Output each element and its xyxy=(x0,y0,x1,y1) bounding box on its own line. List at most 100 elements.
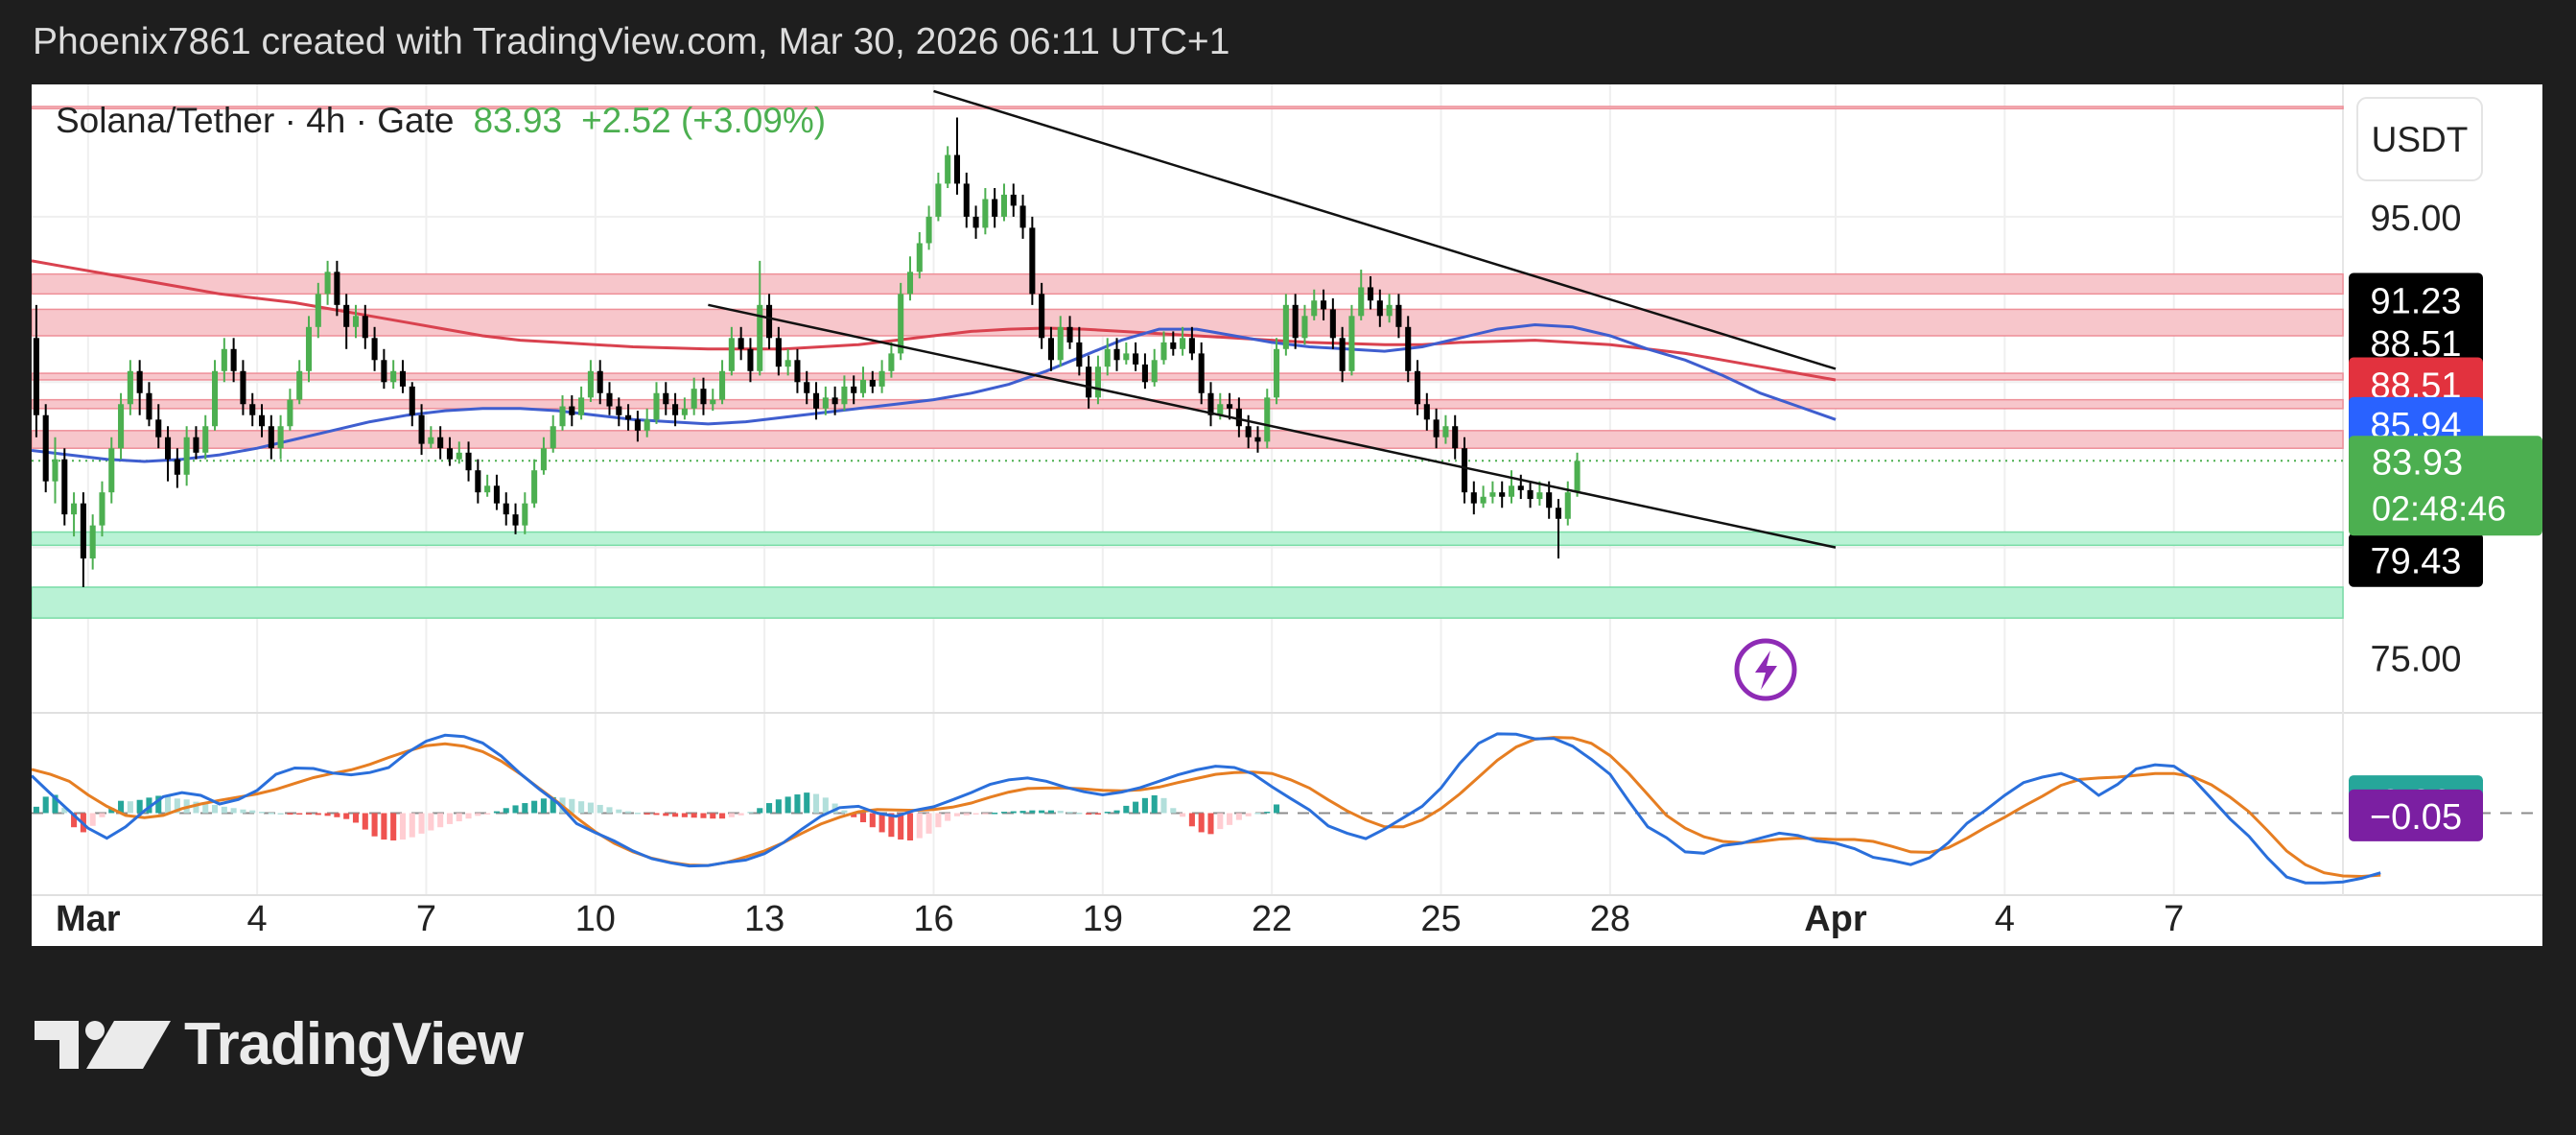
tradingview-wordmark: TradingView xyxy=(184,1010,524,1077)
candle-body xyxy=(296,370,303,400)
candle xyxy=(352,304,360,339)
candle xyxy=(747,338,754,383)
macd-pane xyxy=(32,732,2542,885)
currency-box[interactable]: USDT xyxy=(2356,97,2483,181)
symbol-label: Solana/Tether · 4h · Gate xyxy=(56,101,454,140)
countdown-text: 02:48:46 xyxy=(2372,488,2506,528)
macd-histogram-bar xyxy=(61,807,68,814)
candle-body xyxy=(512,514,519,526)
candle-body xyxy=(1113,348,1120,361)
macd-histogram-bar xyxy=(569,798,575,814)
candle xyxy=(1170,331,1177,356)
macd-histogram-bar xyxy=(719,813,726,819)
candle xyxy=(193,426,199,460)
replay-icon[interactable] xyxy=(1734,638,1797,701)
candle xyxy=(1227,392,1233,420)
macd-histogram-bar xyxy=(1113,810,1120,814)
candle-body xyxy=(1405,326,1412,371)
candle xyxy=(183,426,190,486)
candle-body xyxy=(822,397,829,409)
current-price-label[interactable]: 83.93 02:48:46 xyxy=(2349,436,2542,536)
candle-body xyxy=(982,199,989,228)
macd-histogram-bar xyxy=(390,813,397,840)
candle xyxy=(465,441,472,482)
candle xyxy=(1094,355,1101,405)
candle xyxy=(127,360,133,415)
candle xyxy=(315,282,321,339)
candle-body xyxy=(841,386,848,405)
channel-lower-line[interactable] xyxy=(708,303,1837,549)
candle xyxy=(719,360,726,405)
candle-body xyxy=(42,414,49,482)
currency-label: USDT xyxy=(2372,120,2469,159)
macd-value-label-box xyxy=(2349,789,2483,841)
candle xyxy=(935,172,942,222)
price-label[interactable]: 91.23 xyxy=(2349,272,2483,327)
candle-body xyxy=(1094,367,1101,398)
candle-body xyxy=(785,360,791,367)
candle xyxy=(1000,183,1008,222)
candle-body xyxy=(381,360,387,383)
candle-body xyxy=(1423,404,1430,420)
macd-histogram-bar xyxy=(578,801,585,814)
candle xyxy=(1029,216,1036,305)
candle-body xyxy=(1282,304,1289,349)
candle-body xyxy=(89,525,96,559)
candle xyxy=(1386,294,1393,323)
macd-value-label[interactable]: −0.05 xyxy=(2349,789,2483,841)
candle xyxy=(1508,470,1515,504)
time-tick-label: 4 xyxy=(247,899,268,939)
candle-body xyxy=(1489,492,1496,497)
sma-red-line xyxy=(32,259,1837,382)
candle-body xyxy=(1358,287,1365,317)
candle-body xyxy=(456,452,462,460)
channel-upper-line[interactable] xyxy=(933,89,1837,370)
chart-panel[interactable]: 95.00 75.00 91.23 88.51 88.51 85.94 79.43 83.93… xyxy=(32,84,2542,946)
macd-histogram-bar xyxy=(1000,812,1008,814)
candle-body xyxy=(710,399,716,405)
candle-body xyxy=(240,370,246,405)
candle-body xyxy=(1301,316,1308,339)
candle xyxy=(1489,481,1496,504)
candle xyxy=(1047,326,1054,371)
candle xyxy=(831,386,838,415)
price-label[interactable]: 79.43 xyxy=(2349,532,2483,587)
macd-histogram-bar xyxy=(898,813,904,840)
macd-histogram-bar xyxy=(681,813,688,817)
candle-body xyxy=(1104,348,1111,367)
time-tick-label: 19 xyxy=(1083,899,1123,939)
macd-histogram-bar xyxy=(1264,812,1271,814)
price-chart[interactable]: 95.0075.0091.2388.5188.5185.9479.4383.93… xyxy=(32,84,2542,946)
candle xyxy=(211,360,219,431)
candle-body xyxy=(193,437,199,453)
candle xyxy=(1133,342,1139,371)
candle xyxy=(1470,481,1477,515)
macd-histogram-bar xyxy=(193,801,199,814)
macd-line xyxy=(32,732,2381,885)
candle-body xyxy=(691,389,697,409)
candle xyxy=(240,360,246,415)
candle xyxy=(1405,316,1412,383)
macd-histogram-bar xyxy=(766,803,773,814)
time-tick-label: 7 xyxy=(416,899,436,939)
resistance-zone xyxy=(32,106,2344,110)
macd-histogram-bar xyxy=(1019,811,1026,814)
macd-histogram-bar xyxy=(305,813,313,815)
candle-body xyxy=(869,379,876,387)
candle xyxy=(898,282,904,361)
macd-histogram-bar xyxy=(550,796,556,814)
candle xyxy=(1254,426,1261,453)
candle-body xyxy=(503,503,509,515)
price-label-box xyxy=(2349,272,2483,327)
candle-body xyxy=(1395,304,1402,327)
candle xyxy=(1113,338,1120,371)
candle-body xyxy=(475,470,481,493)
candle xyxy=(1282,294,1289,356)
candle xyxy=(1086,355,1092,409)
candle xyxy=(681,397,688,420)
candle xyxy=(906,256,914,301)
candle-body xyxy=(1274,348,1280,398)
tradingview-brand[interactable]: TradingView xyxy=(35,1007,524,1080)
candle xyxy=(1555,499,1562,559)
candle xyxy=(578,386,585,420)
